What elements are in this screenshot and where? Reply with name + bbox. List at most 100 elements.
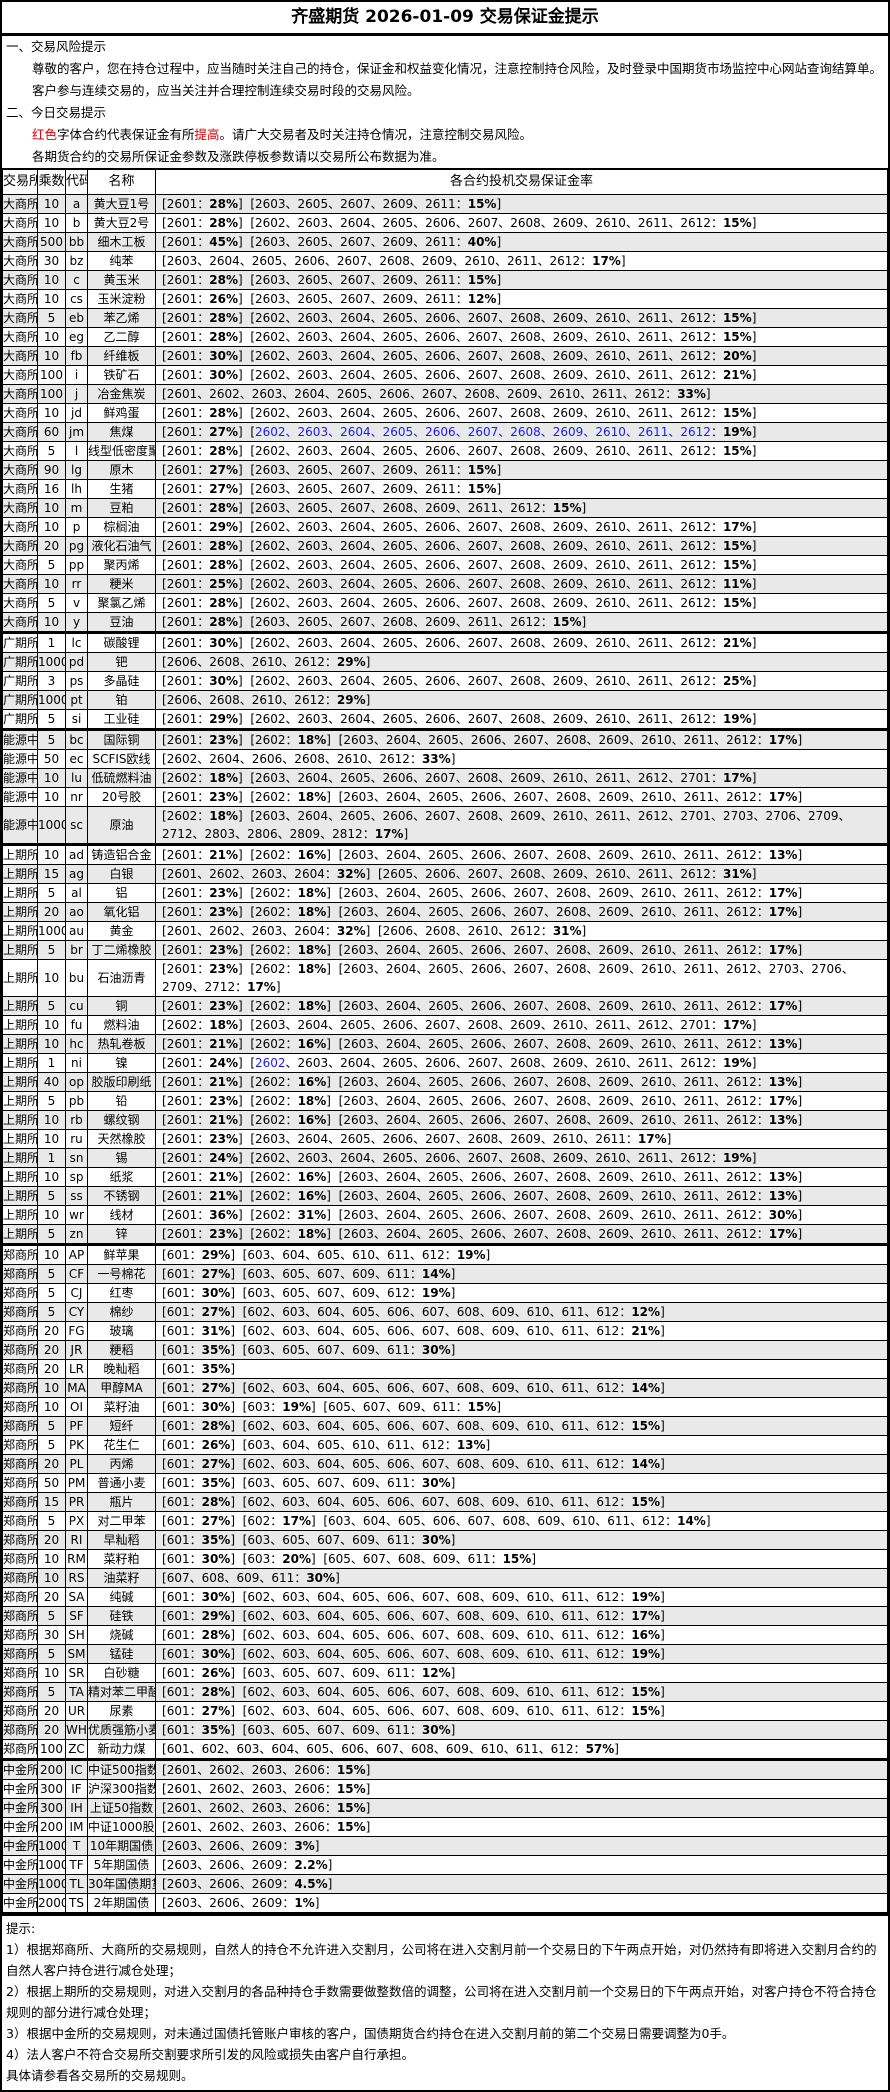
code-cell: TS [65,1893,88,1913]
bracket: [ [242,1343,248,1357]
rate-group: [2601：28%] [162,615,243,629]
multiplier-cell: 10 [37,843,66,865]
contract-months: 2603、2604、2605、2606、2607、2608、2609、2610、… [255,1018,711,1032]
margin-rate-value: 15% [722,596,752,610]
table-row: 郑商所 20 WH 优质强筋小麦 [601：35%] [603、605、607、609、… [2,1720,888,1740]
separator: ： [455,273,468,287]
multiplier-cell: 10 [37,403,66,423]
name-cell: 冶金焦炭 [87,384,156,404]
rate-group: [2601：28%] [162,197,243,211]
contract-months: 2603、2606、2609 [166,1877,283,1891]
separator: ： [285,1113,298,1127]
margin-rate-cell: [2601：23%] [2602：18%] [2603、2604、2605、26… [155,787,888,807]
header-name: 名称 [87,168,156,195]
code-cell: c [65,270,88,290]
margin-rate-value: 27% [201,1267,231,1281]
bracket: [ [250,577,255,591]
table-row: 能源中心5bc国际铜[2601：23%] [2602：18%] [2603、26… [2,728,888,750]
bracket: ] [660,1704,665,1718]
bracket: [ [162,197,167,211]
contract-months: 2601 [166,615,198,629]
code-cell: LR [65,1359,88,1379]
bracket: ] [230,1666,236,1680]
margin-rate-value: 31% [201,1324,231,1338]
contract-months: 2602、2603、2604、2605、2606、2607、2608、2609、… [255,596,711,610]
contract-months: 2601 [166,425,198,439]
bracket: [ [250,1132,255,1146]
table-row: 郑商所 20 SA 纯碱 [601：30%] [602、603、604、605、606、… [2,1587,888,1607]
separator: ： [756,1208,769,1222]
rate-group: [2603、2605、2607、2609、2611：15%] [250,197,501,211]
rate-group: [2601、2602、2603、2604：32%] [162,867,370,881]
rate-group: [2602：18%] [250,1094,331,1108]
table-header: 交易所 乘数 代码 名称 各合约投机交易保证金率 [2,168,888,195]
bracket: ] [230,1647,236,1661]
exchange-cell: 大商所 [2,384,38,404]
name-cell: 镍 [87,1053,156,1073]
contract-months: 2601 [166,636,198,650]
multiplier-cell: 60 [37,422,66,442]
notice-text: 。请广大交易者及时关注持仓情况，注意控制交易风险。 [219,127,533,142]
margin-rate-value: 27% [201,1305,231,1319]
margin-rate-value: 30% [209,636,238,650]
margin-rate-value: 13% [456,1438,486,1452]
table-row: 郑商所 100 ZC 新动力煤 [601、602、603、604、605、606、607… [2,1739,888,1760]
bracket: [ [242,1552,248,1566]
bracket: [ [250,636,255,650]
separator: ： [197,674,210,688]
contract-months: 2601 [166,733,198,747]
bracket: ] [230,1514,236,1528]
multiplier-cell: 20 [37,1359,66,1379]
bracket: ] [237,733,243,747]
multiplier-cell: 5 [37,308,66,328]
table-row: 上期所 1000 au 黄金 [2601、2602、2603、2604：32%] [26… [2,921,888,941]
separator: ： [756,886,769,900]
contract-months: 2603、2604、2605、2606、2607、2608、2609、2610、… [343,1170,757,1184]
margin-rate-cell: [2601、2602、2603、2606：15%] [155,1798,888,1818]
bracket: [ [250,1037,255,1051]
name-cell: 线型低密度聚乙烯 [87,441,156,461]
rate-group: [2603、2604、2605、2606、2607、2608、2609、2610… [250,1132,671,1146]
exchange-cell: 上期所 [2,959,38,997]
multiplier-cell: 16 [37,479,66,499]
margin-rate-value: 57% [585,1742,615,1756]
bracket: [ [162,254,167,268]
bracket: [ [338,905,344,919]
bracket: ] [314,1839,320,1853]
margin-rate-value: 29% [209,520,238,534]
rate-group: [2601、2602、2603、2606：15%] [162,1801,370,1815]
separator: ： [710,444,723,458]
bracket: [ [250,1189,255,1203]
code-cell: SF [65,1606,88,1626]
code-cell: pg [65,536,88,556]
exchange-cell: 上期所 [2,1148,38,1168]
bracket: ] [237,1056,243,1070]
name-cell: 钯 [87,652,156,672]
separator: ： [189,1590,202,1604]
code-cell: sn [65,1148,88,1168]
multiplier-cell: 20 [37,1701,66,1721]
contract-months: 2603、2604、2605、2606、2607、2608、2609、2610、… [343,905,757,919]
margin-rate-value: 15% [467,273,497,287]
margin-rate-cell: [2601：45%] [2603、2605、2607、2609、2611：40%… [155,232,888,252]
name-cell: 白银 [87,864,156,884]
code-cell: ss [65,1186,88,1206]
rate-group: [2601、2602、2603、2606：15%] [162,1763,370,1777]
name-cell: 低硫燃料油 [87,768,156,788]
rate-group: [2602：16%] [250,1075,331,1089]
exchange-cell: 郑商所 [2,1454,38,1474]
rate-group: [603：19%] [243,1400,316,1414]
margin-rate-value: 21% [209,1037,238,1051]
table-row: 郑商所 5 CJ 红枣 [601：30%] [603、605、607、609、612：1… [2,1283,888,1303]
name-cell: 精对苯二甲酸 [87,1682,156,1702]
separator: ： [197,712,210,726]
bracket: ] [237,636,243,650]
margin-rate-value: 17% [768,790,798,804]
contract-months: 2603、2604、2605、2606、2607、2608、2609、2610、… [343,999,757,1013]
rate-group: [2606、2608、2610、2612：31%] [378,924,586,938]
margin-rate-cell: [2601：23%] [2602：18%] [2603、2604、2605、26… [155,959,888,997]
exchange-cell: 郑商所 [2,1473,38,1493]
contract-months: 2601 [166,558,198,572]
bracket: ] [797,1227,803,1241]
margin-rate-value: 28% [209,444,238,458]
